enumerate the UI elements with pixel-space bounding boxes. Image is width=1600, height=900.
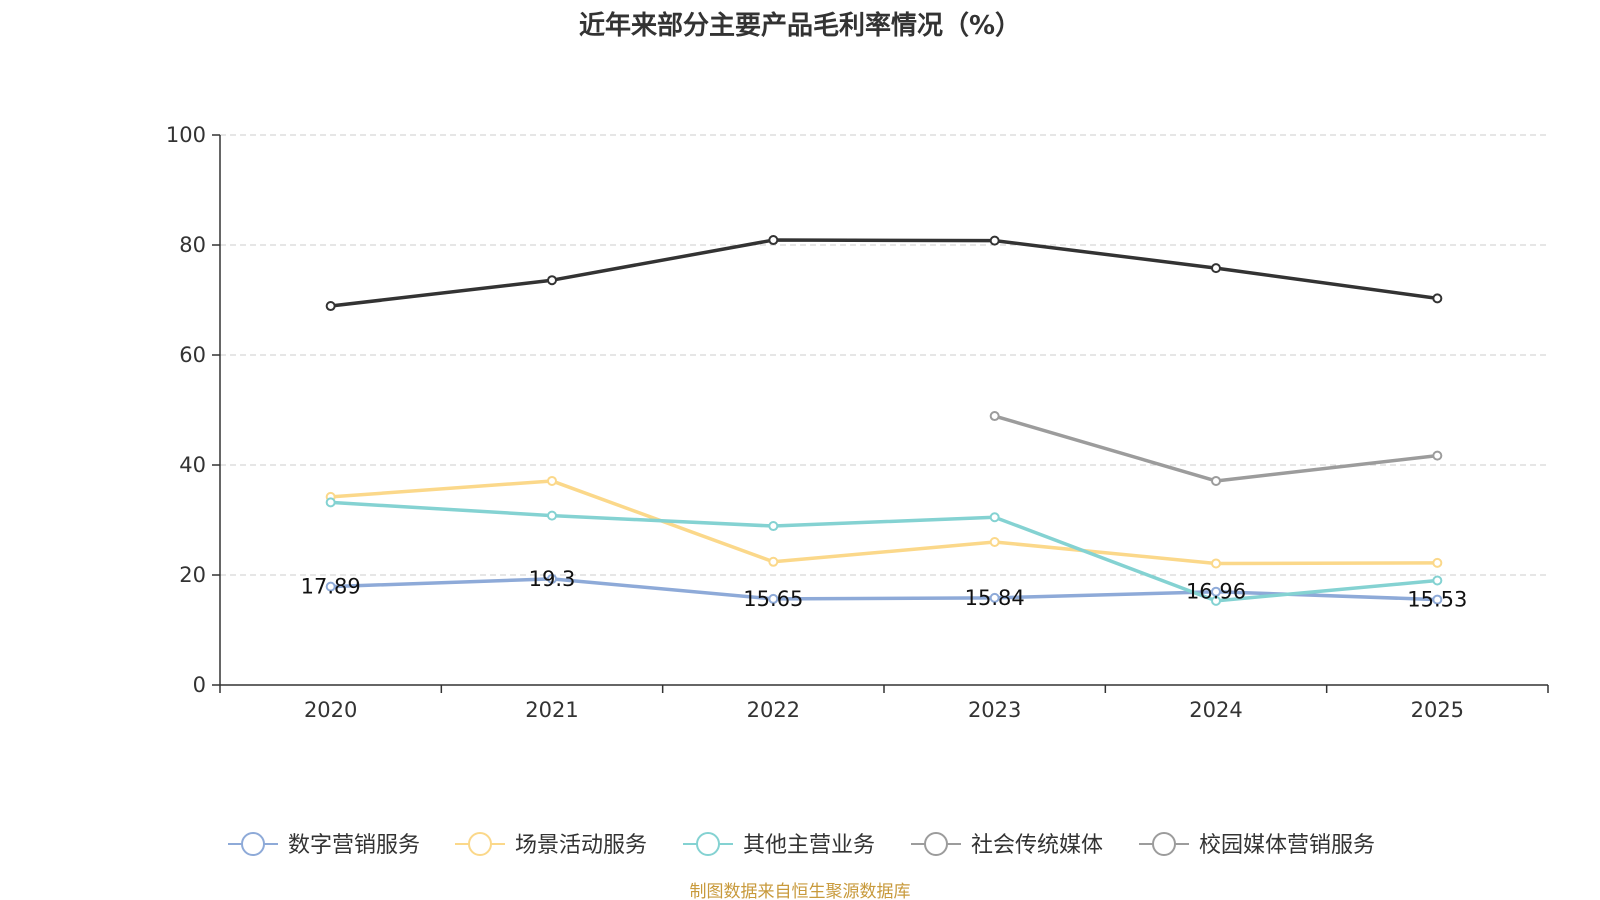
data-point[interactable] <box>1211 475 1221 486</box>
data-point[interactable] <box>325 497 336 508</box>
y-tick-label: 60 <box>179 343 206 367</box>
legend-label: 校园媒体营销服务 <box>1199 833 1375 858</box>
series-group <box>325 235 1443 606</box>
data-label: 15.84 <box>965 586 1025 610</box>
axes: 0 20 40 60 80 100 2020 2021 2022 2023 2024 2025 <box>166 123 1549 722</box>
legend-marker <box>468 832 492 856</box>
data-point[interactable] <box>989 512 1000 523</box>
legend-label: 社会传统媒体 <box>971 833 1103 858</box>
data-point[interactable] <box>768 556 779 567</box>
legend-label: 其他主营业务 <box>743 833 875 858</box>
data-label: 17.89 <box>301 575 361 599</box>
data-label: 15.65 <box>743 587 803 611</box>
data-point[interactable] <box>1211 263 1221 274</box>
data-point[interactable] <box>768 235 779 246</box>
y-tick-label: 20 <box>179 563 206 587</box>
y-tick-label: 40 <box>179 453 206 477</box>
data-labels: 17.89 19.3 15.65 15.84 16.96 15.53 <box>301 567 1468 612</box>
legend-item[interactable]: 数字营销服务 <box>228 832 420 858</box>
data-point[interactable] <box>989 411 1000 422</box>
series-line-2 <box>330 500 1438 603</box>
data-label: 16.96 <box>1186 580 1246 604</box>
source-note: 制图数据来自恒生聚源数据库 <box>690 882 911 900</box>
data-point[interactable] <box>547 275 557 286</box>
data-point[interactable] <box>547 475 557 486</box>
data-point[interactable] <box>547 510 557 521</box>
x-tick-label: 2021 <box>525 698 578 722</box>
data-point[interactable] <box>1432 594 1443 605</box>
data-point[interactable] <box>1211 558 1221 569</box>
data-point[interactable] <box>1432 450 1443 461</box>
x-tick-label: 2023 <box>968 698 1021 722</box>
data-point[interactable] <box>325 301 336 312</box>
data-label: 15.53 <box>1407 588 1467 612</box>
legend-marker <box>924 832 948 856</box>
data-point[interactable] <box>1211 595 1221 606</box>
data-point[interactable] <box>989 592 1000 603</box>
data-point[interactable] <box>1432 293 1443 304</box>
series-line-4 <box>994 414 1438 483</box>
data-point[interactable] <box>768 521 779 532</box>
data-point[interactable] <box>768 593 779 604</box>
x-tick-label: 2025 <box>1411 698 1464 722</box>
data-point[interactable] <box>989 537 1000 547</box>
legend-item[interactable]: 场景活动服务 <box>455 832 647 858</box>
chart-title: 近年来部分主要产品毛利率情况（%） <box>579 10 1021 41</box>
y-tick-label: 80 <box>179 233 206 257</box>
series-line-0 <box>330 577 1438 602</box>
legend-marker <box>241 832 265 856</box>
data-point[interactable] <box>1211 586 1221 597</box>
series-line-1 <box>330 479 1438 566</box>
data-point[interactable] <box>989 235 1000 246</box>
series-line-3 <box>330 238 1438 308</box>
data-point[interactable] <box>325 581 336 592</box>
x-tick-label: 2024 <box>1189 698 1242 722</box>
grid-lines <box>220 134 1548 576</box>
y-tick-label: 100 <box>166 123 206 147</box>
data-point[interactable] <box>1432 575 1443 586</box>
x-tick-label: 2020 <box>304 698 357 722</box>
legend-marker <box>696 832 720 856</box>
legend-label: 数字营销服务 <box>288 833 420 858</box>
legend-item[interactable]: 其他主营业务 <box>683 832 875 858</box>
data-point[interactable] <box>1432 557 1443 568</box>
legend-item[interactable]: 社会传统媒体 <box>911 832 1103 858</box>
x-tick-label: 2022 <box>747 698 800 722</box>
legend-label: 场景活动服务 <box>515 833 647 858</box>
data-point[interactable] <box>547 573 557 584</box>
legend-item[interactable]: 校园媒体营销服务 <box>1139 832 1375 858</box>
legend[interactable]: 数字营销服务 场景活动服务 其他主营业务 社会传统媒体 校园媒体营销服务 <box>228 832 1375 858</box>
legend-marker <box>1152 832 1176 856</box>
data-label: 19.3 <box>529 567 576 591</box>
y-tick-label: 0 <box>193 673 206 697</box>
